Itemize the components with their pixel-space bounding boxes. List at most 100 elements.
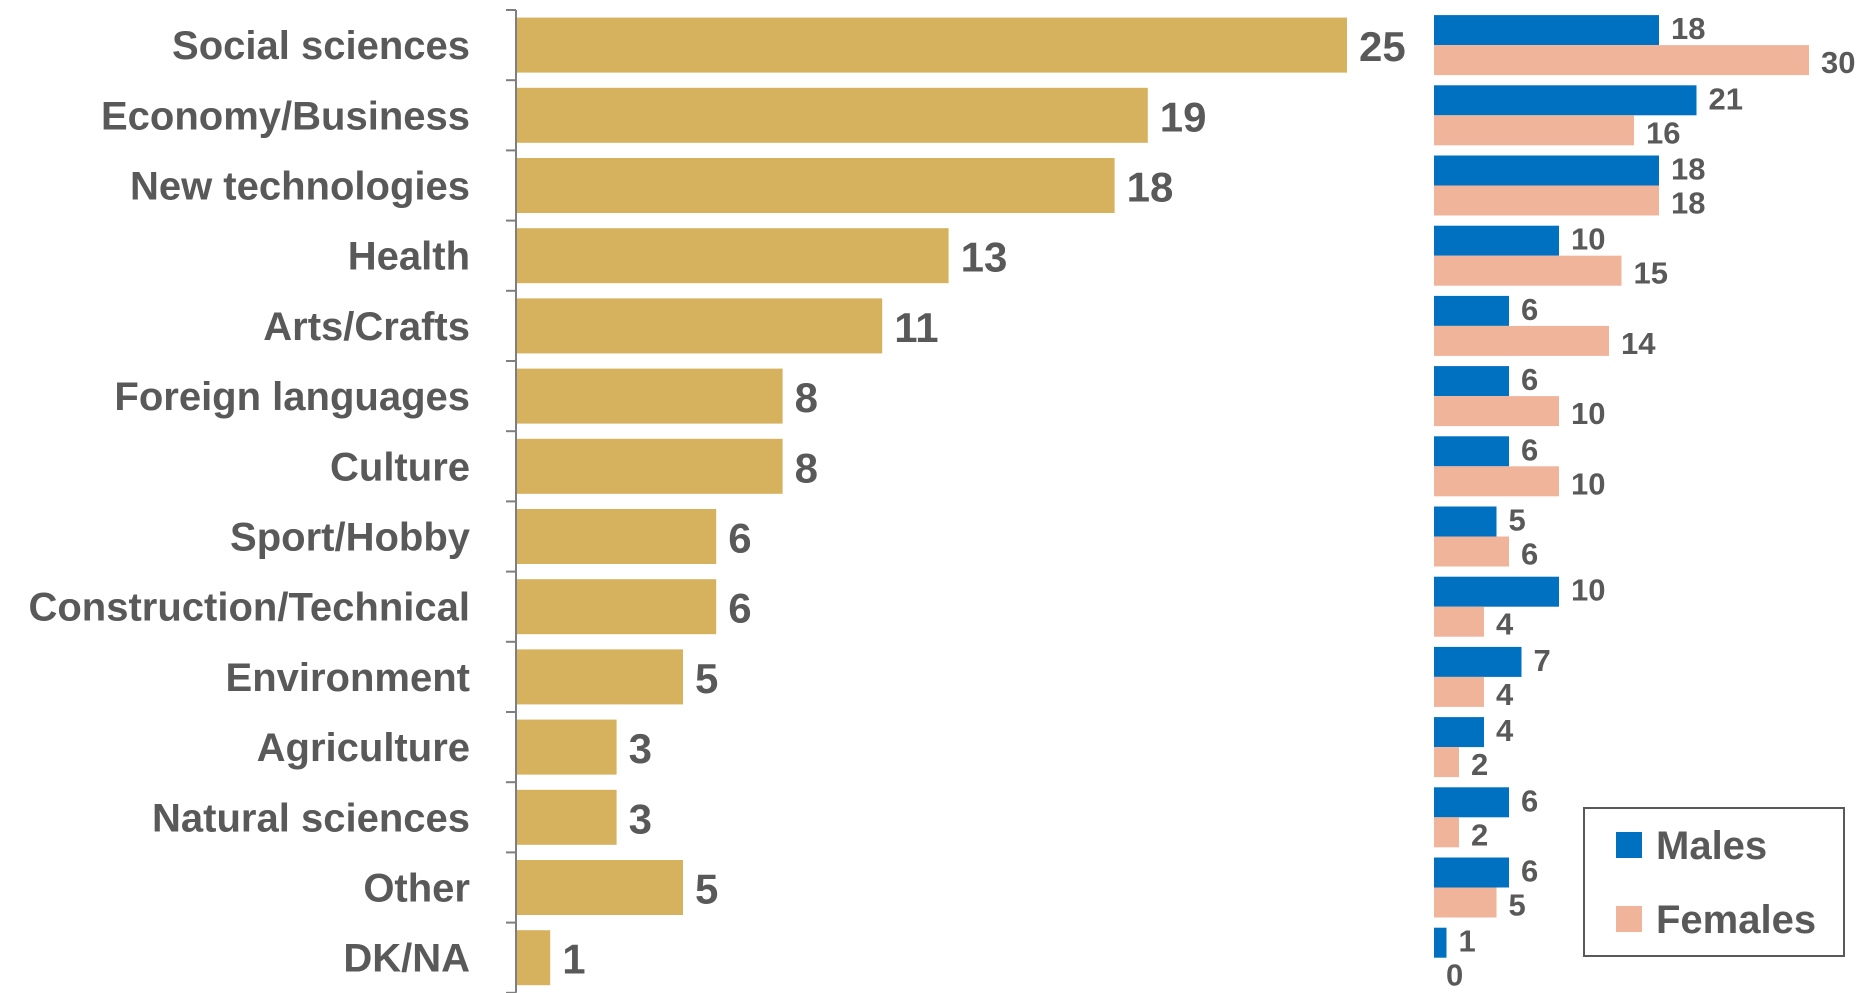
category-label-arts-crafts: Arts/Crafts bbox=[263, 305, 470, 349]
category-label-economy-business: Economy/Business bbox=[101, 94, 470, 138]
females-value-label-new-technologies: 18 bbox=[1671, 186, 1705, 221]
category-label-new-technologies: New technologies bbox=[130, 165, 470, 209]
males-bar-natural-sciences bbox=[1434, 787, 1509, 818]
total-bar-construction-technical bbox=[517, 579, 717, 635]
total-value-label-culture: 8 bbox=[795, 444, 818, 491]
males-value-label-sport-hobby: 5 bbox=[1509, 503, 1526, 538]
females-value-label-construction-technical: 4 bbox=[1496, 607, 1514, 642]
legend: Males Females bbox=[1583, 807, 1845, 957]
total-value-label-new-technologies: 18 bbox=[1127, 164, 1174, 211]
males-value-label-foreign-languages: 6 bbox=[1521, 362, 1538, 397]
males-bar-economy-business bbox=[1434, 85, 1697, 116]
males-bar-culture bbox=[1434, 436, 1509, 467]
males-bar-new-technologies bbox=[1434, 155, 1659, 186]
males-bar-other bbox=[1434, 857, 1509, 888]
category-label-sport-hobby: Sport/Hobby bbox=[230, 516, 471, 560]
males-bar-dk-na bbox=[1434, 927, 1447, 958]
males-bar-foreign-languages bbox=[1434, 366, 1509, 397]
females-bar-health bbox=[1434, 255, 1622, 286]
females-bar-social-sciences bbox=[1434, 45, 1809, 76]
total-bar-social-sciences bbox=[517, 17, 1347, 73]
legend-label-females: Females bbox=[1656, 898, 1816, 942]
total-value-label-other: 5 bbox=[695, 866, 718, 913]
total-value-label-foreign-languages: 8 bbox=[795, 374, 818, 421]
males-bar-social-sciences bbox=[1434, 15, 1659, 46]
females-value-label-culture: 10 bbox=[1571, 466, 1605, 501]
females-bar-construction-technical bbox=[1434, 606, 1484, 637]
category-label-construction-technical: Construction/Technical bbox=[28, 586, 470, 630]
females-value-label-natural-sciences: 2 bbox=[1471, 817, 1488, 852]
total-bar-health bbox=[517, 228, 949, 284]
legend-swatch-males bbox=[1616, 832, 1642, 858]
males-value-label-other: 6 bbox=[1521, 854, 1538, 889]
total-bar-arts-crafts bbox=[517, 298, 883, 354]
total-bar-culture bbox=[517, 438, 783, 494]
total-bar-sport-hobby bbox=[517, 509, 717, 564]
total-bar-economy-business bbox=[517, 87, 1148, 143]
males-value-label-culture: 6 bbox=[1521, 432, 1538, 467]
males-value-label-natural-sciences: 6 bbox=[1521, 783, 1538, 818]
total-bar-natural-sciences bbox=[517, 789, 617, 845]
category-label-agriculture: Agriculture bbox=[257, 726, 470, 770]
males-bar-construction-technical bbox=[1434, 576, 1559, 607]
total-bar-agriculture bbox=[517, 719, 617, 775]
females-bar-other bbox=[1434, 887, 1497, 918]
category-label-culture: Culture bbox=[330, 445, 470, 489]
legend-swatch-females bbox=[1616, 906, 1642, 932]
total-value-label-agriculture: 3 bbox=[629, 725, 652, 772]
females-bar-environment bbox=[1434, 676, 1484, 707]
total-value-label-arts-crafts: 11 bbox=[894, 304, 938, 351]
males-value-label-dk-na: 1 bbox=[1459, 924, 1476, 959]
males-value-label-arts-crafts: 6 bbox=[1521, 292, 1538, 327]
total-value-label-environment: 5 bbox=[695, 655, 718, 702]
females-value-label-economy-business: 16 bbox=[1646, 115, 1680, 150]
females-bar-culture bbox=[1434, 466, 1559, 497]
females-bar-agriculture bbox=[1434, 747, 1459, 778]
males-value-label-agriculture: 4 bbox=[1496, 713, 1514, 748]
males-value-label-environment: 7 bbox=[1534, 643, 1551, 678]
total-bar-foreign-languages bbox=[517, 368, 783, 424]
females-bar-sport-hobby bbox=[1434, 536, 1509, 567]
total-bar-other bbox=[517, 860, 683, 915]
total-value-label-natural-sciences: 3 bbox=[629, 795, 652, 842]
females-bar-arts-crafts bbox=[1434, 325, 1609, 356]
category-label-environment: Environment bbox=[226, 656, 470, 700]
males-value-label-health: 10 bbox=[1571, 222, 1605, 257]
females-bar-foreign-languages bbox=[1434, 396, 1559, 427]
males-bar-sport-hobby bbox=[1434, 506, 1497, 537]
females-value-label-health: 15 bbox=[1634, 256, 1668, 291]
females-value-label-agriculture: 2 bbox=[1471, 747, 1488, 782]
total-value-label-health: 13 bbox=[961, 234, 1008, 281]
category-label-dk-na: DK/NA bbox=[343, 937, 470, 981]
category-label-natural-sciences: Natural sciences bbox=[152, 796, 470, 840]
males-value-label-social-sciences: 18 bbox=[1671, 11, 1705, 46]
males-value-label-economy-business: 21 bbox=[1709, 81, 1743, 116]
legend-label-males: Males bbox=[1656, 824, 1767, 868]
total-value-label-social-sciences: 25 bbox=[1359, 23, 1406, 70]
females-value-label-social-sciences: 30 bbox=[1821, 45, 1855, 80]
category-label-foreign-languages: Foreign languages bbox=[114, 375, 470, 419]
females-bar-natural-sciences bbox=[1434, 817, 1459, 848]
category-label-health: Health bbox=[348, 235, 470, 279]
males-bar-arts-crafts bbox=[1434, 295, 1509, 326]
total-value-label-sport-hobby: 6 bbox=[728, 515, 751, 562]
males-bar-agriculture bbox=[1434, 717, 1484, 748]
females-bar-economy-business bbox=[1434, 115, 1634, 146]
total-bar-new-technologies bbox=[517, 158, 1115, 213]
females-bar-new-technologies bbox=[1434, 185, 1659, 216]
females-value-label-arts-crafts: 14 bbox=[1621, 326, 1656, 361]
total-value-label-dk-na: 1 bbox=[562, 936, 585, 983]
males-bar-health bbox=[1434, 225, 1559, 256]
males-value-label-construction-technical: 10 bbox=[1571, 573, 1605, 608]
category-label-other: Other bbox=[363, 867, 470, 911]
males-value-label-new-technologies: 18 bbox=[1671, 152, 1705, 187]
females-value-label-dk-na: 0 bbox=[1446, 958, 1463, 993]
males-bar-environment bbox=[1434, 646, 1522, 677]
females-value-label-sport-hobby: 6 bbox=[1521, 537, 1538, 572]
category-label-social-sciences: Social sciences bbox=[172, 24, 470, 68]
females-value-label-environment: 4 bbox=[1496, 677, 1514, 712]
total-bar-chart: Social sciences 25 Economy/Business 19 New t… bbox=[28, 9, 1406, 993]
females-value-label-foreign-languages: 10 bbox=[1571, 396, 1605, 431]
